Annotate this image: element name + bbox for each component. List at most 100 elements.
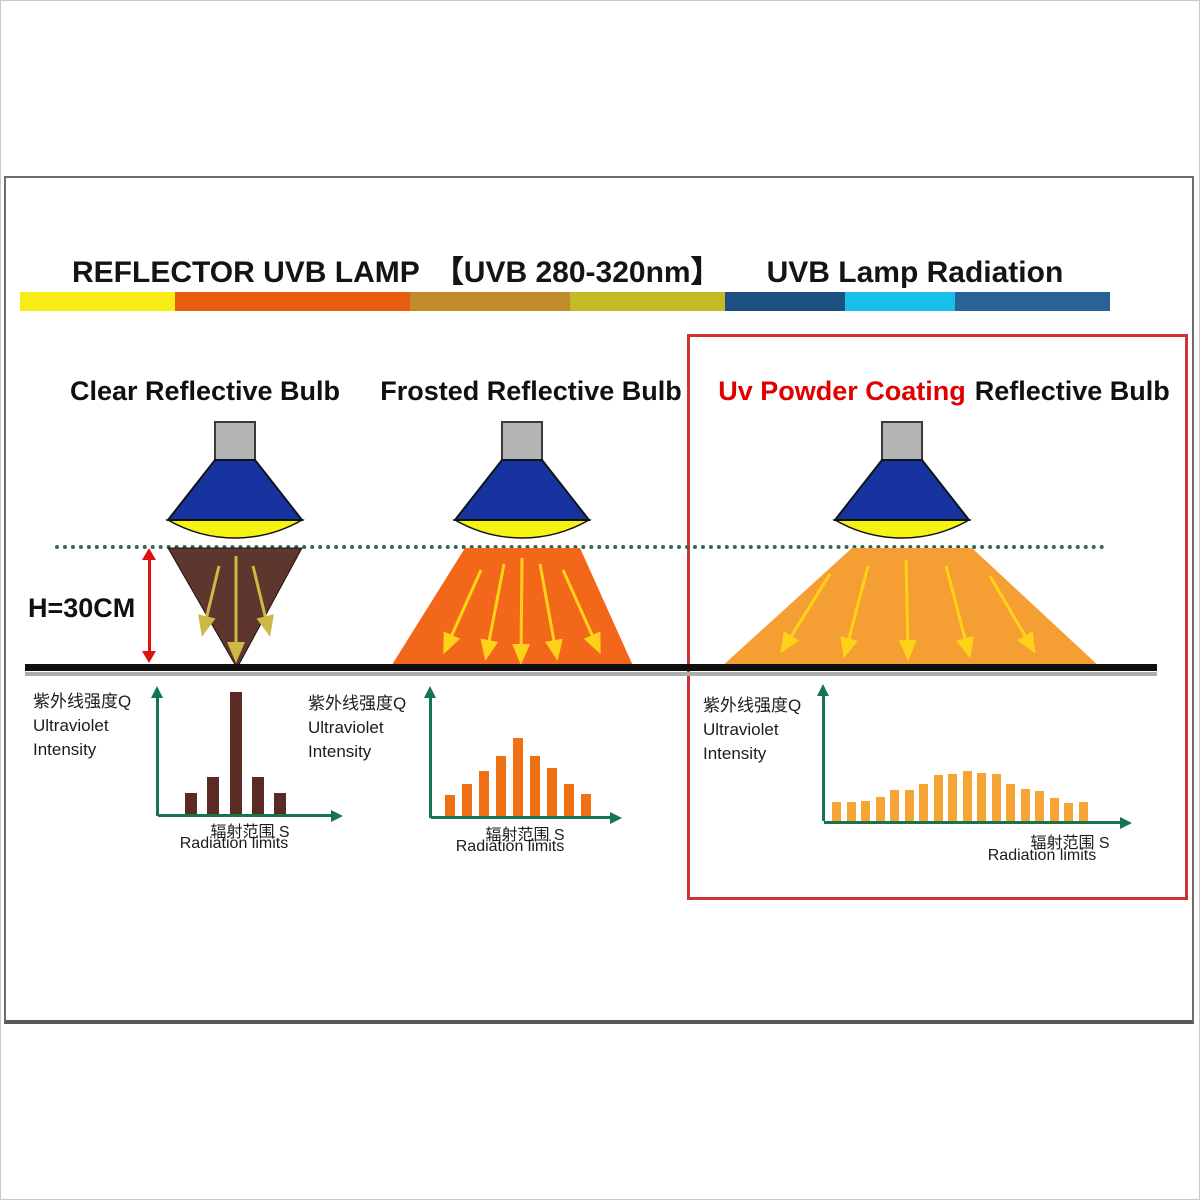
- height-arrow-line: [148, 558, 151, 654]
- chart3-bar-4: [875, 797, 885, 821]
- color-bar-segment-steel-blue: [955, 292, 1110, 311]
- uv-powder-bulb-light-cone: [720, 548, 1101, 668]
- chart1-yaxis: [156, 696, 159, 816]
- chart2-ylabel-cjk: 紫外线强度Q: [308, 694, 407, 713]
- lamp-lens: [452, 519, 592, 539]
- chart3-bar-11: [977, 773, 986, 821]
- chart1-xlabel-en: Radiation limits: [179, 835, 289, 852]
- chart1-bar-2: [207, 777, 220, 814]
- color-bar-segment-orange-red: [175, 292, 410, 311]
- chart2-bar-9: [581, 794, 591, 816]
- chart3-bar-10: [962, 771, 972, 821]
- chart2-xaxis-arrow: [610, 811, 622, 824]
- chart3-bar-13: [1006, 784, 1015, 821]
- chart2-bar-7: [547, 768, 557, 816]
- chart3-bar-16: [1049, 798, 1059, 821]
- ground-line: [25, 664, 1157, 671]
- chart3-bar-7: [919, 784, 928, 821]
- lamp-socket: [881, 421, 923, 461]
- uv-powder-coating-label: Uv Powder Coating: [718, 376, 966, 406]
- frosted-bulb-label: Frosted Reflective Bulb: [380, 376, 682, 406]
- chart1-xaxis-arrow: [331, 809, 343, 822]
- chart2-xlabel-en: Radiation limits: [455, 838, 565, 855]
- uv-powder-cone-arrows: [780, 559, 1036, 661]
- chart3-ylabel-en2: Intensity: [703, 744, 767, 763]
- chart3-bar-1: [832, 802, 841, 821]
- chart1-ylabel: 紫外线强度Q Ultraviolet Intensity: [33, 690, 131, 762]
- chart1-bar-4: [251, 777, 264, 814]
- chart3-bar-3: [861, 801, 870, 821]
- lamp-uv-powder: [832, 421, 972, 539]
- chart3-xlabel-en: Radiation limits: [987, 847, 1097, 864]
- highlight-box: [687, 334, 1188, 900]
- chart3-yaxis-arrow: [817, 684, 829, 696]
- lamp-socket: [214, 421, 256, 461]
- lamp-lens: [832, 519, 972, 539]
- chart2-ylabel: 紫外线强度Q Ultraviolet Intensity: [308, 692, 406, 764]
- reflective-bulb-label: Reflective Bulb: [974, 376, 1170, 406]
- chart3-yaxis: [822, 694, 825, 821]
- chart3-bar-9: [948, 774, 957, 821]
- chart1-bar-1: [185, 793, 197, 814]
- color-bar-segment-tan-gold: [410, 292, 570, 311]
- chart3-ylabel-cjk: 紫外线强度Q: [703, 696, 802, 715]
- clear-cone-arrows: [198, 556, 274, 663]
- chart2-bar-8: [564, 784, 574, 816]
- lamp-clear: [165, 421, 305, 539]
- color-bar-segment-yellow: [20, 292, 175, 311]
- chart2-bar-2: [462, 784, 472, 816]
- chart2-ylabel-en1: Ultraviolet: [308, 718, 384, 737]
- chart3-bar-18: [1078, 802, 1088, 821]
- chart1-ylabel-en2: Intensity: [33, 740, 97, 759]
- chart3-bar-12: [991, 774, 1001, 821]
- height-label: H=30CM: [28, 593, 136, 623]
- lamp-shade: [452, 459, 592, 521]
- height-arrow-bottom: [142, 651, 156, 663]
- chart1-ylabel-cjk: 紫外线强度Q: [33, 692, 132, 711]
- chart2-bar-1: [445, 795, 455, 816]
- light-cones-layer: [167, 547, 1101, 670]
- chart2-ylabel-en2: Intensity: [308, 742, 372, 761]
- title-uvb-range: 【UVB 280-320nm】: [433, 256, 721, 289]
- chart2-bar-5: [513, 738, 523, 816]
- lamp-level-dotted-line: [55, 545, 1105, 549]
- color-bar-segment-dark-blue: [725, 292, 845, 311]
- chart3-xaxis-arrow: [1120, 816, 1132, 829]
- section-label-clear: Clear Reflective Bulb: [55, 376, 355, 407]
- chart3-ylabel: 紫外线强度Q Ultraviolet Intensity: [703, 694, 801, 766]
- section-label-uv-powder: Uv Powder Coating Reflective Bulb: [700, 376, 1188, 407]
- ground-line-shadow: [25, 672, 1157, 676]
- chart3-bar-5: [890, 790, 899, 821]
- outer-frame: [4, 176, 1194, 1024]
- lamp-socket: [501, 421, 543, 461]
- chart2-yaxis-arrow: [424, 686, 436, 698]
- chart1-bar-3: [229, 692, 242, 814]
- chart3-bar-15: [1035, 791, 1044, 821]
- lamp-frosted: [452, 421, 592, 539]
- lamp-shade: [165, 459, 305, 521]
- chart2-bar-6: [530, 756, 540, 816]
- frosted-bulb-light-cone: [390, 548, 634, 668]
- chart2-xlabel-cjk: 辐射范围 S: [485, 827, 565, 844]
- section-label-frosted: Frosted Reflective Bulb: [378, 376, 684, 407]
- chart3-ylabel-en1: Ultraviolet: [703, 720, 779, 739]
- lamp-shade: [832, 459, 972, 521]
- chart3-bar-2: [846, 802, 856, 821]
- chart1-xaxis: [158, 814, 333, 817]
- frosted-cone-arrows: [443, 557, 601, 665]
- chart1-bar-5: [274, 793, 287, 814]
- color-bar: [20, 292, 1110, 311]
- chart1-ylabel-en1: Ultraviolet: [33, 716, 109, 735]
- clear-bulb-label: Clear Reflective Bulb: [69, 376, 341, 406]
- lamp-lens: [165, 519, 305, 539]
- chart3-xlabel-cjk: 辐射范围 S: [1030, 835, 1110, 852]
- chart1-yaxis-arrow: [151, 686, 163, 698]
- title-reflector-uvb-lamp: REFLECTOR UVB LAMP: [72, 256, 420, 289]
- height-arrow-top: [142, 548, 156, 560]
- chart3-xaxis: [824, 821, 1122, 824]
- chart3-bar-14: [1020, 789, 1030, 821]
- page-title: REFLECTOR UVB LAMP 【UVB 280-320nm】 UVB L…: [72, 247, 1063, 291]
- chart3-bar-6: [904, 790, 914, 821]
- chart1-xlabel-cjk: 辐射范围 S: [210, 824, 290, 841]
